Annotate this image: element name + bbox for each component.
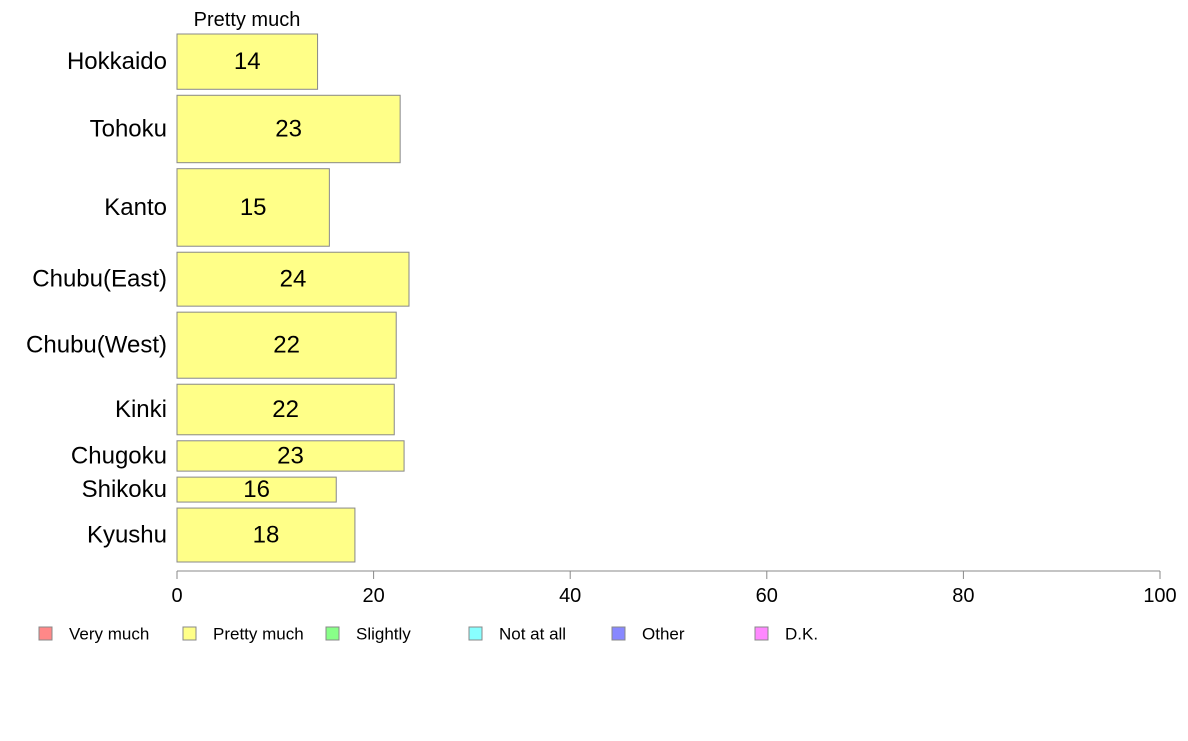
bar-value-label: 22 (273, 332, 300, 359)
bar-value-label: 23 (277, 442, 304, 469)
bar-value-label: 18 (253, 522, 280, 549)
bar-value-label: 22 (272, 396, 299, 423)
bar-segment (176, 168, 330, 247)
bar-segment (176, 94, 401, 164)
legend-label: Not at all (499, 625, 566, 644)
bar-value-label: 24 (280, 266, 307, 293)
panel-label: Pretty much (194, 9, 301, 31)
legend-swatch (38, 626, 53, 641)
legend-label: Very much (69, 625, 149, 644)
bar-segment (176, 251, 410, 307)
bar-segment (176, 383, 395, 436)
bar-segment (176, 311, 397, 379)
legend-label: D.K. (785, 625, 818, 644)
category-label: Shikoku (82, 476, 167, 503)
x-tick-label: 100 (1143, 585, 1176, 607)
x-tick-label: 20 (362, 585, 384, 607)
bar-value-label: 15 (240, 194, 267, 221)
legend-label: Pretty much (213, 625, 304, 644)
bar-segment (176, 33, 319, 90)
category-label: Chubu(West) (26, 332, 167, 359)
legend-swatch (611, 626, 626, 641)
legend-label: Other (642, 625, 685, 644)
bar-segment (176, 440, 405, 472)
legend-swatch (754, 626, 769, 641)
x-tick-label: 40 (559, 585, 581, 607)
bar-value-label: 14 (234, 48, 261, 75)
bar-value-label: 23 (275, 115, 302, 142)
x-tick-label: 0 (171, 585, 182, 607)
category-label: Tohoku (90, 115, 167, 142)
x-axis: 0 20 40 60 80 100 (171, 570, 1177, 607)
category-label: Kinki (115, 396, 167, 423)
x-tick-label: 60 (756, 585, 778, 607)
legend-swatch (325, 626, 340, 641)
bars-layer: 14 23 15 24 22 22 23 16 18 (176, 33, 410, 563)
category-labels: Hokkaido Tohoku Kanto Chubu(East) Chubu(West… (26, 48, 167, 548)
legend-label: Slightly (356, 625, 411, 644)
category-label: Chugoku (71, 442, 167, 469)
legend-swatch (468, 626, 483, 641)
legend: Very much Pretty much Slightly Not at all Ot… (38, 625, 818, 644)
legend-swatch (182, 626, 197, 641)
category-label: Kanto (104, 194, 167, 221)
category-label: Hokkaido (67, 48, 167, 75)
bar-value-label: 16 (243, 476, 270, 503)
category-label: Chubu(East) (32, 266, 167, 293)
bar-segment (176, 507, 356, 563)
x-tick-label: 80 (952, 585, 974, 607)
bar-segment (176, 476, 337, 503)
category-label: Kyushu (87, 522, 167, 549)
